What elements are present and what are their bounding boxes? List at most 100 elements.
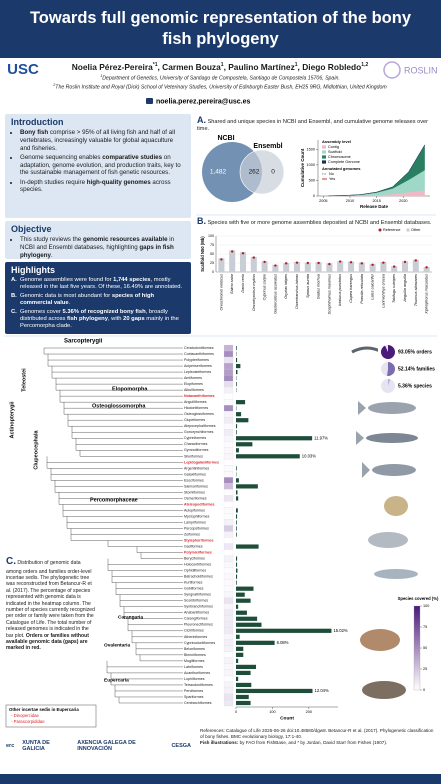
legend-label: Other: [411, 228, 421, 232]
author-affiliation: 1: [294, 62, 298, 69]
bar: [272, 264, 279, 272]
heatmap-cell: [223, 441, 234, 448]
heatmap-cell: [223, 423, 234, 430]
panel-marker: A.: [197, 115, 206, 125]
bar: [236, 568, 238, 573]
text: , mostly released in the last five years…: [20, 277, 183, 291]
y-tick-label: 500: [309, 178, 315, 182]
x-tick-label: Oncorhynchus mykiss: [252, 274, 256, 311]
bar: [236, 454, 300, 459]
taxon-label: Osteoglossiformes: [184, 412, 214, 416]
taxon-label: Cypriniformes: [184, 436, 206, 440]
heatmap-cell: [223, 645, 234, 652]
heatmap-cell: [223, 567, 234, 574]
heatmap-cell: [223, 699, 234, 707]
bar: [236, 640, 275, 645]
fish-illustration: [384, 496, 408, 516]
x-tick-label: 2005: [319, 199, 327, 203]
heatmap-cell: [223, 477, 234, 484]
author-name: Carmen Bouza: [162, 62, 221, 72]
x-tick-label: Ictalurus punctatus: [338, 274, 342, 306]
legend-label: Contig: [328, 145, 339, 149]
bold-text: Bony fish: [20, 129, 49, 136]
affiliation-text: Department of Genetics, University of Sa…: [102, 75, 340, 82]
bar: [236, 586, 254, 591]
clade-label: Ovalentaria: [104, 642, 130, 648]
section-title: Introduction: [11, 117, 64, 127]
taxon-label: Atheriniformes: [184, 635, 207, 639]
heatmap-cell: [223, 549, 234, 556]
footer-text: References: Catalogue of Life 2025-06-26…: [200, 728, 436, 746]
taxon-label: Argentiniformes: [184, 466, 209, 470]
text: mainly in the Percomorpha clade.: [20, 316, 179, 330]
bar: [250, 256, 257, 272]
heatmap-cell: [223, 393, 234, 400]
legend-swatch: [406, 228, 410, 232]
taxon-label: Ophidiiformes: [184, 569, 206, 573]
legend-title: Assembly level: [322, 139, 351, 144]
fish-illustration: [372, 464, 416, 476]
taxon-label: Cichliformes: [184, 629, 204, 633]
pie-slice: [388, 379, 391, 386]
other-box: [5, 704, 97, 728]
bar: [236, 604, 239, 609]
heatmap-cell: [223, 681, 234, 689]
venn-count: 1,482: [210, 169, 227, 176]
point: [306, 261, 309, 265]
fish-illustrations: [351, 346, 418, 699]
affiliation-number: 2: [53, 83, 56, 88]
taxon-label: Alepocephaliformes: [184, 424, 216, 428]
panel-marker: C.: [6, 556, 16, 567]
bar: [236, 652, 244, 657]
heatmap-cell: [223, 368, 234, 376]
bar: [369, 264, 376, 272]
footer-logo: AXENCIA GALEGA DE INNOVACIÓN: [77, 740, 136, 752]
fish-illustration: [366, 433, 418, 443]
usc-logo-box: [4, 59, 42, 81]
taxon-label: Aulopiformes: [184, 508, 205, 512]
venn-count: 262: [249, 169, 260, 176]
bar: [236, 610, 247, 615]
fish-illustration: [362, 462, 370, 478]
taxon-label: Pleuronectiformes: [184, 623, 213, 627]
other-box-item: - Parascorpididae: [11, 719, 45, 724]
x-tick-label: 2020: [399, 199, 407, 203]
heatmap-cell: [223, 489, 234, 496]
highlight-item: A. Genome assemblies were found for 1,744…: [11, 277, 185, 291]
bar: [337, 261, 344, 272]
heatmap-cell: [223, 429, 234, 436]
bar: [239, 252, 247, 272]
legend-label: 93.05% orders: [398, 349, 432, 355]
point: [382, 261, 385, 264]
bold-text: comparative studies: [102, 153, 163, 161]
colorbar: [413, 605, 421, 691]
text: across species.: [20, 178, 171, 194]
taxon-label: Percopsiformes: [184, 526, 209, 530]
heatmap-cell: [223, 531, 234, 538]
point: [403, 260, 407, 264]
text: Genomic data is most abundant for: [20, 293, 112, 300]
x-tick-label: 200: [306, 710, 312, 714]
x-tick-label: Clupea harengus: [349, 274, 353, 303]
bar: [236, 562, 238, 567]
taxon-label: Anabantiformes: [184, 611, 209, 615]
bar: [236, 418, 249, 423]
heatmap-cell: [223, 525, 234, 532]
x-tick-label: Dicentrarchus labrax: [295, 273, 299, 309]
clade-label: Sarcopterygii: [64, 339, 103, 345]
references: References: Catalogue of Life 2025-06-26…: [200, 728, 434, 739]
text: Distribution of genomic data among order…: [6, 560, 95, 639]
heatmap-cell: [223, 471, 234, 478]
heatmap-cell: [223, 591, 234, 598]
heatmap-cell: [223, 687, 234, 695]
author-name: Noelia Pérez-Pereira: [71, 62, 153, 72]
share-label: 10.03%: [302, 453, 316, 458]
text: Genome sequencing enables: [20, 153, 103, 161]
legend-swatch: [322, 155, 326, 159]
heatmap-cell: [223, 573, 234, 580]
taxon-label: Anguilliformes: [184, 400, 207, 404]
point: [414, 259, 417, 262]
heatmap-cell: [223, 579, 234, 586]
bar: [236, 580, 237, 585]
